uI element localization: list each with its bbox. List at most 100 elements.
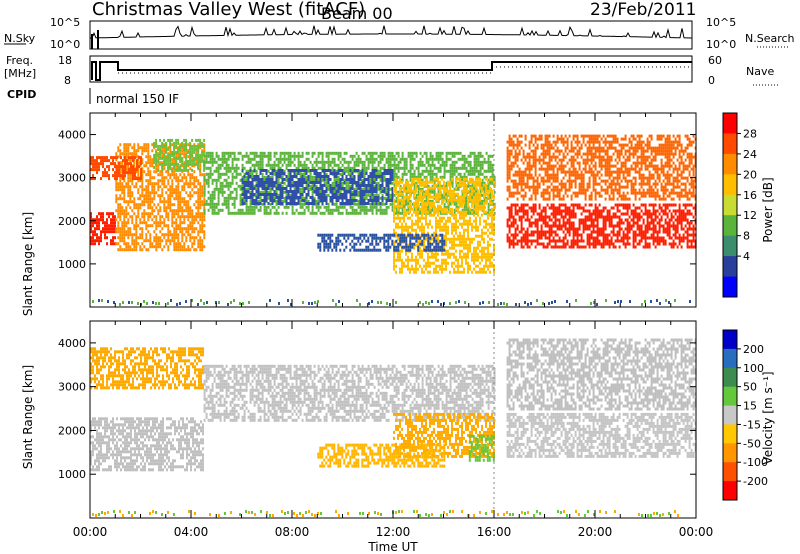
range-gate-cell xyxy=(419,172,422,176)
range-gate-cell xyxy=(92,239,94,243)
range-gate-cell xyxy=(403,166,406,170)
range-gate-cell xyxy=(197,200,200,204)
range-gate-cell xyxy=(461,154,464,158)
range-gate-cell xyxy=(423,195,425,199)
range-gate-cell xyxy=(291,193,294,196)
range-gate-cell xyxy=(371,175,374,178)
range-gate-cell xyxy=(161,215,164,219)
range-gate-cell xyxy=(161,200,164,204)
range-gate-cell xyxy=(489,160,492,164)
range-gate-cell xyxy=(447,228,449,232)
range-gate-cell xyxy=(289,163,292,167)
range-gate-cell xyxy=(127,248,130,252)
range-gate-cell xyxy=(451,252,453,256)
range-gate-cell xyxy=(483,225,485,229)
range-gate-cell xyxy=(191,236,194,240)
range-gate-cell xyxy=(329,160,332,164)
range-gate-cell xyxy=(157,245,160,249)
range-gate-cell xyxy=(299,187,302,191)
range-gate-cell xyxy=(459,172,462,176)
range-gate-cell xyxy=(92,174,94,178)
range-gate-cell xyxy=(417,160,420,164)
data-band xyxy=(90,156,142,181)
range-gate-cell xyxy=(307,181,310,185)
range-gate-cell xyxy=(419,249,421,253)
range-gate-cell xyxy=(437,192,439,196)
range-gate-cell xyxy=(255,175,258,178)
range-gate-cell xyxy=(399,177,401,181)
range-gate-cell xyxy=(307,202,310,205)
range-gate-cell xyxy=(145,224,148,228)
range-gate-cell xyxy=(281,163,284,167)
range-gate-cell xyxy=(259,154,262,158)
range-gate-cell xyxy=(449,198,451,202)
range-gate-cell xyxy=(483,264,485,268)
range-gate-cell xyxy=(123,194,126,198)
range-gate-cell xyxy=(257,199,260,203)
range-gate-cell xyxy=(381,178,384,181)
range-gate-cell xyxy=(157,152,160,156)
range-gate-cell xyxy=(124,156,126,160)
range-gate-cell xyxy=(331,166,334,170)
range-gate-cell xyxy=(403,210,405,214)
range-gate-cell xyxy=(136,165,138,169)
range-gate-cell xyxy=(483,175,486,179)
range-gate-cell xyxy=(225,163,228,167)
range-gate-cell xyxy=(124,171,126,175)
range-gate-cell xyxy=(125,146,128,150)
range-gate-cell xyxy=(441,201,443,205)
range-gate-cell xyxy=(183,203,186,207)
range-gate-cell xyxy=(359,196,362,199)
range-gate-cell xyxy=(114,218,116,222)
range-gate-cell xyxy=(485,160,488,164)
range-gate-cell xyxy=(367,163,370,167)
range-gate-cell xyxy=(141,221,144,225)
range-gate-cell xyxy=(421,204,423,208)
range-gate-cell xyxy=(433,270,435,274)
range-gate-cell xyxy=(409,195,411,199)
range-gate-cell xyxy=(299,211,302,215)
range-gate-cell xyxy=(353,178,356,181)
range-gate-cell xyxy=(199,191,202,195)
range-gate-cell xyxy=(299,172,302,176)
range-gate-cell xyxy=(277,178,280,182)
range-gate-cell xyxy=(391,208,394,212)
range-gate-cell xyxy=(173,230,176,234)
range-gate-cell xyxy=(151,161,154,165)
range-gate-cell xyxy=(269,190,272,194)
range-gate-cell xyxy=(491,166,494,170)
range-gate-cell xyxy=(127,152,130,156)
range-gate-cell xyxy=(395,189,397,193)
range-gate-cell xyxy=(275,169,278,173)
range-gate-cell xyxy=(141,161,144,165)
range-gate-cell xyxy=(423,169,426,173)
range-gate-cell xyxy=(403,219,405,223)
range-gate-cell xyxy=(371,157,374,161)
range-gate-cell xyxy=(473,195,475,199)
range-gate-cell xyxy=(385,169,388,172)
range-gate-cell xyxy=(247,208,250,212)
range-gate-cell xyxy=(457,264,459,268)
range-gate-cell xyxy=(173,239,176,243)
range-gate-cell xyxy=(487,267,489,271)
range-gate-cell xyxy=(427,225,429,229)
range-gate-cell xyxy=(207,181,210,185)
range-gate-cell xyxy=(363,208,366,212)
range-gate-cell xyxy=(493,225,495,229)
range-gate-cell xyxy=(261,166,264,170)
range-gate-cell xyxy=(393,258,395,262)
range-gate-cell xyxy=(187,215,190,219)
range-gate-cell xyxy=(389,202,392,206)
range-gate-cell xyxy=(425,169,428,173)
range-gate-cell xyxy=(161,239,164,243)
range-gate-cell xyxy=(315,193,318,196)
range-gate-cell xyxy=(297,160,300,164)
range-gate-cell xyxy=(245,160,248,164)
range-gate-cell xyxy=(469,166,472,170)
range-gate-cell xyxy=(475,190,478,194)
range-gate-cell xyxy=(375,181,378,185)
range-gate-cell xyxy=(489,255,491,259)
range-gate-cell xyxy=(255,205,258,209)
range-gate-cell xyxy=(415,243,417,247)
range-gate-cell xyxy=(427,169,430,173)
